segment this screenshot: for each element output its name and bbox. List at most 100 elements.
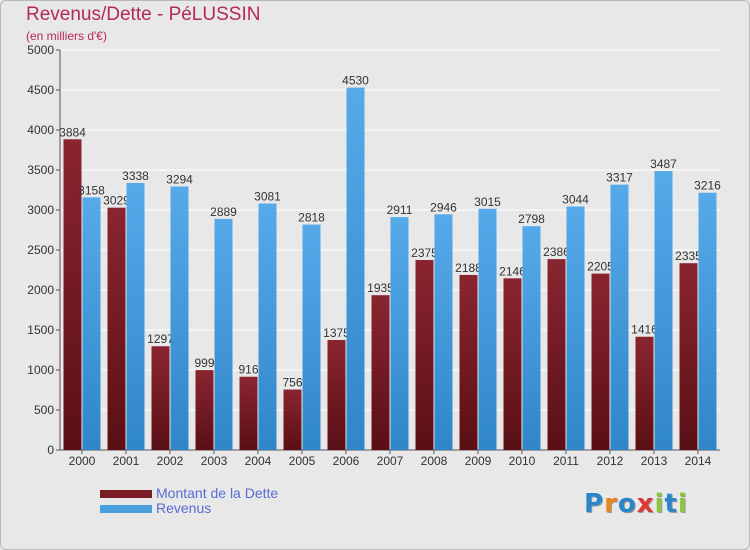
bar-debt [547, 259, 566, 450]
bar-revenue [478, 208, 497, 450]
data-label-revenue: 3317 [606, 171, 633, 185]
y-tick-label: 4500 [27, 83, 54, 97]
data-label-debt: 2386 [543, 245, 570, 259]
legend-swatch-debt [100, 490, 152, 498]
data-label-debt: 2335 [675, 249, 702, 263]
bar-debt [107, 207, 126, 450]
y-tick-label: 2500 [27, 243, 54, 257]
y-tick-label: 3500 [27, 163, 54, 177]
bar-revenue [302, 224, 321, 450]
bar-debt [63, 139, 82, 450]
data-label-debt: 1297 [147, 332, 174, 346]
x-tick-label: 2009 [465, 454, 492, 468]
legend-label-revenue: Revenus [156, 500, 212, 516]
bar-debt [371, 295, 390, 450]
y-tick-label: 500 [34, 403, 54, 417]
proxiti-logo: Proxiti [584, 489, 688, 519]
chart-subtitle: (en milliers d'€) [26, 29, 107, 43]
legend-swatch-revenue [100, 505, 152, 513]
data-label-debt: 2205 [587, 260, 614, 274]
x-tick-label: 2008 [421, 454, 448, 468]
bar-debt [415, 260, 434, 450]
bar-revenue [522, 226, 541, 450]
y-tick-label: 1500 [27, 323, 54, 337]
logo-letter: x [636, 489, 655, 519]
data-label-revenue: 2798 [518, 212, 545, 226]
bar-revenue [346, 87, 365, 450]
bar-debt [679, 263, 698, 450]
data-label-revenue: 3158 [78, 183, 105, 197]
data-label-revenue: 3044 [562, 192, 589, 206]
y-tick-label: 1000 [27, 363, 54, 377]
x-tick-label: 2002 [157, 454, 184, 468]
bar-debt [239, 376, 258, 450]
data-label-debt: 916 [238, 363, 258, 377]
bar-debt [283, 389, 302, 450]
bar-revenue [434, 214, 453, 450]
data-label-debt: 999 [194, 356, 214, 370]
y-tick-label: 4000 [27, 123, 54, 137]
data-label-debt: 1416 [631, 323, 658, 337]
x-tick-label: 2003 [201, 454, 228, 468]
y-tick-label: 0 [47, 443, 54, 457]
data-label-debt: 2375 [411, 246, 438, 260]
y-tick-label: 2000 [27, 283, 54, 297]
y-tick-label: 5000 [27, 43, 54, 57]
x-tick-label: 2011 [553, 454, 579, 468]
data-label-revenue: 2946 [430, 200, 457, 214]
bar-revenue [566, 206, 585, 450]
y-tick-label: 3000 [27, 203, 54, 217]
data-label-revenue: 3216 [694, 179, 721, 193]
bar-revenue [126, 182, 145, 450]
bar-debt [151, 346, 170, 450]
bar-revenue [610, 184, 629, 450]
bar-debt [459, 274, 478, 450]
bar-debt [635, 336, 654, 450]
bar-revenue [698, 192, 717, 450]
x-tick-label: 2004 [245, 454, 272, 468]
x-tick-label: 2005 [289, 454, 316, 468]
logo-letter: i [677, 489, 688, 519]
logo-letter: t [664, 489, 678, 519]
bar-revenue [258, 203, 277, 450]
data-label-revenue: 2818 [298, 211, 325, 225]
logo-letter: o [617, 489, 637, 519]
bar-debt [327, 340, 346, 450]
data-label-revenue: 3081 [254, 190, 281, 204]
bar-revenue [390, 217, 409, 450]
data-label-debt: 3029 [103, 194, 130, 208]
data-label-debt: 2146 [499, 264, 526, 278]
x-tick-label: 2000 [69, 454, 96, 468]
data-label-revenue: 2911 [387, 203, 413, 217]
chart-title: Revenus/Dette - PéLUSSIN [26, 4, 261, 25]
logo-letter: P [584, 489, 605, 519]
bar-revenue [170, 186, 189, 451]
data-label-revenue: 3015 [474, 195, 501, 209]
bar-revenue [654, 171, 673, 451]
x-tick-label: 2001 [113, 454, 140, 468]
x-tick-label: 2012 [597, 454, 624, 468]
x-tick-label: 2006 [333, 454, 360, 468]
x-tick-label: 2010 [509, 454, 536, 468]
legend-label-debt: Montant de la Dette [156, 485, 279, 501]
bar-debt [503, 278, 522, 450]
logo-letter: r [604, 489, 618, 519]
data-label-revenue: 2889 [210, 205, 237, 219]
x-tick-label: 2014 [685, 454, 712, 468]
x-tick-label: 2007 [377, 454, 404, 468]
bar-debt [591, 273, 610, 450]
bar-revenue [214, 218, 233, 450]
data-label-debt: 1935 [367, 281, 394, 295]
logo-letter: i [654, 489, 665, 519]
data-label-revenue: 4530 [342, 74, 369, 88]
data-label-revenue: 3338 [122, 169, 149, 183]
data-label-debt: 2188 [455, 261, 482, 275]
x-tick-label: 2013 [641, 454, 668, 468]
data-label-revenue: 3294 [166, 172, 193, 186]
data-label-revenue: 3487 [650, 157, 677, 171]
data-label-debt: 1375 [323, 326, 350, 340]
data-label-debt: 3884 [59, 125, 86, 139]
data-label-debt: 756 [282, 376, 302, 390]
bar-debt [195, 370, 214, 450]
